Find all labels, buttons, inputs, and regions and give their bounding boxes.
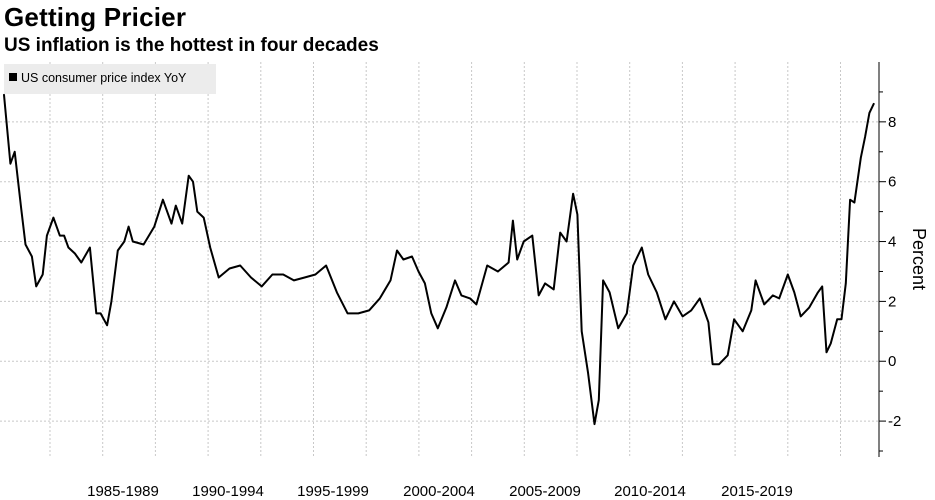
series-line-cpi-yoy xyxy=(3,93,875,426)
y-tick-label: 8 xyxy=(888,114,896,131)
y-axis: -2 0 2 4 6 8 xyxy=(878,62,901,457)
x-tick-label: 1985-1989 xyxy=(87,483,159,500)
y-tick-label: 6 xyxy=(888,174,896,191)
gridlines xyxy=(0,62,878,457)
legend-entry-label: US consumer price index YoY xyxy=(21,71,187,85)
chart-title: Getting Pricier xyxy=(4,2,187,32)
chart-subtitle: US inflation is the hottest in four deca… xyxy=(4,35,379,56)
x-tick-label: 2010-2014 xyxy=(614,483,686,500)
x-tick-label: 2000-2004 xyxy=(403,483,475,500)
legend: US consumer price index YoY xyxy=(4,64,216,94)
x-tick-label: 1995-1999 xyxy=(297,483,369,500)
y-axis-title: Percent xyxy=(909,228,929,290)
y-tick-label: 4 xyxy=(888,234,896,251)
series-group xyxy=(3,93,875,426)
x-tick-label: 2005-2009 xyxy=(509,483,581,500)
y-tick-label: 0 xyxy=(888,353,896,370)
x-tick-label: 2015-2019 xyxy=(721,483,793,500)
x-axis-labels: 1985-1989 1990-1994 1995-1999 2000-2004 2005… xyxy=(87,483,793,500)
legend-background xyxy=(4,64,216,94)
y-tick-label: -2 xyxy=(888,413,901,430)
y-tick-label: 2 xyxy=(888,293,896,310)
x-tick-label: 1990-1994 xyxy=(192,483,264,500)
legend-swatch xyxy=(9,73,17,81)
